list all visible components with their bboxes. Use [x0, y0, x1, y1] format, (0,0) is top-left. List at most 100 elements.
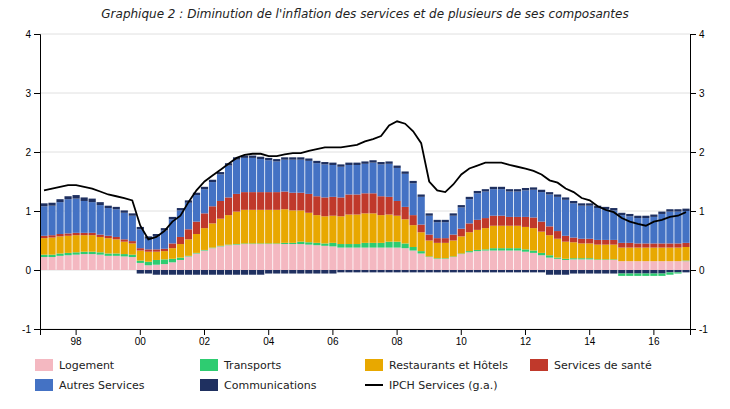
bar [145, 239, 152, 250]
bar [305, 158, 312, 160]
axis-line [691, 35, 697, 330]
bar [321, 197, 328, 216]
bar [474, 193, 481, 220]
legend-item: Logement [35, 359, 115, 372]
bar [650, 261, 657, 270]
bar [434, 222, 441, 238]
bar [209, 223, 216, 247]
bar [121, 242, 128, 254]
tick-mark [204, 329, 205, 335]
bar [546, 270, 553, 275]
bar [650, 274, 657, 276]
bar [305, 245, 312, 270]
bar [289, 160, 296, 193]
bar [40, 238, 47, 255]
bar [377, 270, 384, 272]
bar [353, 248, 360, 270]
bar [289, 193, 296, 211]
bar [538, 255, 545, 270]
legend-item: Communications [200, 379, 317, 392]
tick-mark [140, 329, 141, 335]
tick-label: 98 [71, 336, 83, 347]
bar [281, 244, 288, 270]
bar [393, 216, 400, 242]
tick-mark [525, 329, 526, 335]
bar [361, 243, 368, 248]
bar [81, 201, 88, 233]
bar [474, 230, 481, 250]
bar [586, 239, 593, 244]
bar [586, 206, 593, 239]
bar [257, 157, 264, 159]
tick-label: 3 [699, 88, 705, 99]
bar [81, 235, 88, 252]
bar [562, 270, 569, 275]
bar [426, 257, 433, 270]
bar [530, 187, 537, 189]
bar [546, 194, 553, 226]
bar [474, 251, 481, 270]
bar [578, 203, 585, 205]
bar [105, 208, 112, 236]
bar [113, 207, 120, 209]
bar [618, 274, 625, 276]
bar [626, 270, 633, 274]
bar [498, 189, 505, 216]
bar [618, 248, 625, 262]
bar [40, 236, 47, 238]
bar [233, 160, 240, 194]
bar [610, 245, 617, 260]
bar [498, 216, 505, 226]
bar [201, 187, 208, 189]
bar [64, 236, 71, 253]
grid [40, 34, 690, 329]
bar [361, 270, 368, 272]
tick-mark [34, 270, 40, 271]
bar [345, 248, 352, 270]
bar [522, 249, 529, 251]
bar [305, 242, 312, 244]
bar [538, 190, 545, 192]
bar [217, 219, 224, 246]
bar [313, 270, 320, 274]
bar [682, 270, 689, 272]
bar [450, 241, 457, 257]
legend-label: Logement [59, 359, 115, 372]
bar [642, 261, 649, 270]
legend-swatch [200, 359, 218, 371]
bar [329, 163, 336, 165]
bar [522, 252, 529, 270]
bar [345, 244, 352, 248]
bar [586, 270, 593, 274]
bar [129, 213, 136, 214]
bar [490, 226, 497, 248]
bar [169, 270, 176, 275]
bar [642, 243, 649, 247]
bar [177, 270, 184, 275]
bar [73, 195, 80, 199]
bar [329, 165, 336, 197]
bar [193, 222, 200, 234]
legend-label: Restaurants et Hôtels [389, 359, 508, 372]
bar [402, 270, 409, 272]
bar [113, 206, 120, 207]
bar [137, 270, 144, 274]
bar [530, 190, 537, 218]
bar [217, 270, 224, 275]
bar [458, 270, 465, 272]
bar [177, 244, 184, 258]
y-tick: 0 [25, 265, 40, 276]
marks [40, 121, 689, 276]
bar [450, 235, 457, 241]
bar [337, 216, 344, 244]
bar [40, 206, 47, 236]
tick-label: 3 [25, 88, 31, 99]
bar [594, 240, 601, 245]
legend-item: Restaurants et Hôtels [365, 359, 508, 372]
bar [217, 246, 224, 270]
bar [209, 270, 216, 275]
bar [410, 225, 417, 247]
bar [562, 260, 569, 270]
bar [193, 195, 200, 222]
bar [329, 243, 336, 247]
